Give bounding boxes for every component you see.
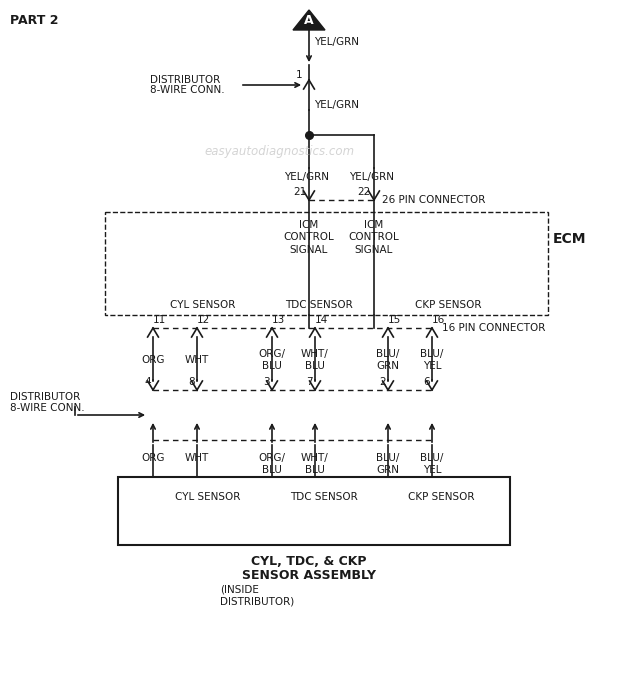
- Text: ICM
CONTROL
SIGNAL: ICM CONTROL SIGNAL: [349, 220, 399, 255]
- Text: 4: 4: [145, 377, 151, 387]
- Text: YEL/GRN: YEL/GRN: [314, 37, 359, 47]
- Text: TDC SENSOR: TDC SENSOR: [290, 492, 358, 502]
- Text: 8-WIRE CONN.: 8-WIRE CONN.: [10, 403, 85, 413]
- Text: easyautodiagnostics.com: easyautodiagnostics.com: [205, 146, 355, 158]
- Text: 8: 8: [188, 377, 195, 387]
- Text: 16: 16: [432, 315, 445, 325]
- Text: WHT/
BLU: WHT/ BLU: [301, 349, 329, 371]
- Text: SENSOR ASSEMBLY: SENSOR ASSEMBLY: [242, 569, 376, 582]
- Text: CKP SENSOR: CKP SENSOR: [415, 300, 481, 310]
- Text: BLU/
YEL: BLU/ YEL: [420, 349, 444, 371]
- Text: WHT: WHT: [185, 355, 209, 365]
- Text: YEL/GRN: YEL/GRN: [350, 172, 394, 182]
- Text: 22: 22: [358, 187, 371, 197]
- Text: YEL/GRN: YEL/GRN: [284, 172, 329, 182]
- Text: 11: 11: [153, 315, 166, 325]
- Text: DISTRIBUTOR: DISTRIBUTOR: [150, 75, 220, 85]
- Text: DISTRIBUTOR: DISTRIBUTOR: [10, 392, 80, 402]
- Text: 13: 13: [272, 315, 286, 325]
- Text: ORG/
BLU: ORG/ BLU: [258, 453, 286, 475]
- Text: 6: 6: [423, 377, 430, 387]
- Bar: [105, 212, 548, 315]
- Text: YEL/GRN: YEL/GRN: [314, 100, 359, 110]
- Text: 7: 7: [307, 377, 313, 387]
- Text: 26 PIN CONNECTOR: 26 PIN CONNECTOR: [382, 195, 485, 205]
- Text: 3: 3: [263, 377, 270, 387]
- Text: 15: 15: [388, 315, 401, 325]
- Text: BLU/
GRN: BLU/ GRN: [376, 453, 400, 475]
- Text: (INSIDE: (INSIDE: [220, 585, 259, 595]
- Bar: [118, 477, 510, 545]
- Text: CYL, TDC, & CKP: CYL, TDC, & CKP: [252, 555, 366, 568]
- Text: A: A: [304, 15, 314, 27]
- Text: ORG/
BLU: ORG/ BLU: [258, 349, 286, 371]
- Text: 12: 12: [197, 315, 210, 325]
- Text: ORG: ORG: [142, 355, 165, 365]
- Text: 14: 14: [315, 315, 328, 325]
- Text: ECM: ECM: [553, 232, 586, 246]
- Text: CKP SENSOR: CKP SENSOR: [408, 492, 475, 502]
- Text: DISTRIBUTOR): DISTRIBUTOR): [220, 597, 294, 607]
- Text: WHT/
BLU: WHT/ BLU: [301, 453, 329, 475]
- Text: CYL SENSOR: CYL SENSOR: [170, 300, 235, 310]
- Text: 1: 1: [295, 70, 302, 80]
- Text: TDC SENSOR: TDC SENSOR: [285, 300, 353, 310]
- Text: 16 PIN CONNECTOR: 16 PIN CONNECTOR: [442, 323, 545, 333]
- Text: 21: 21: [293, 187, 306, 197]
- Text: PART 2: PART 2: [10, 14, 59, 27]
- Text: WHT: WHT: [185, 453, 209, 463]
- Text: ICM
CONTROL
SIGNAL: ICM CONTROL SIGNAL: [284, 220, 334, 255]
- Text: 2: 2: [379, 377, 386, 387]
- Text: ORG: ORG: [142, 453, 165, 463]
- Text: 8-WIRE CONN.: 8-WIRE CONN.: [150, 85, 224, 95]
- Text: CYL SENSOR: CYL SENSOR: [175, 492, 240, 502]
- Polygon shape: [293, 10, 325, 30]
- Text: BLU/
GRN: BLU/ GRN: [376, 349, 400, 371]
- Text: BLU/
YEL: BLU/ YEL: [420, 453, 444, 475]
